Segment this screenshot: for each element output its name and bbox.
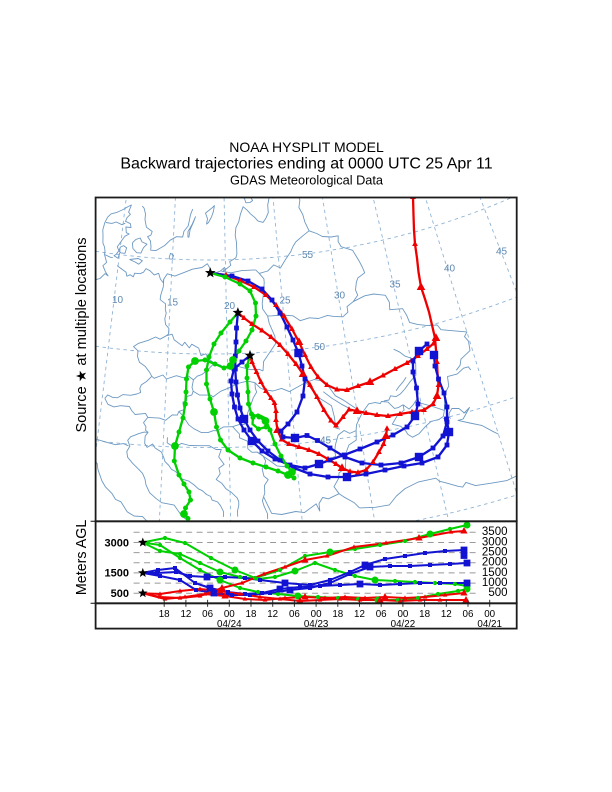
svg-text:Source ★ at multiple locatio: Source ★ at multiple locations (73, 237, 90, 432)
svg-text:15: 15 (167, 298, 179, 309)
svg-text:12: 12 (441, 609, 452, 620)
svg-text:35: 35 (390, 279, 402, 290)
svg-text:04/24: 04/24 (217, 619, 242, 630)
svg-text:2000: 2000 (482, 557, 508, 569)
svg-text:06: 06 (463, 609, 474, 620)
svg-text:06: 06 (202, 609, 213, 620)
svg-text:06: 06 (376, 609, 387, 620)
svg-text:12: 12 (180, 609, 191, 620)
svg-text:06: 06 (289, 609, 300, 620)
svg-text:45: 45 (320, 436, 332, 447)
svg-text:20: 20 (224, 301, 236, 312)
svg-text:10: 10 (112, 295, 124, 306)
svg-text:18: 18 (159, 609, 170, 620)
svg-text:18: 18 (332, 609, 343, 620)
svg-text:00: 00 (484, 609, 495, 620)
svg-text:500: 500 (488, 587, 507, 599)
svg-text:12: 12 (267, 609, 278, 620)
svg-text:12: 12 (354, 609, 365, 620)
svg-text:00: 00 (311, 609, 322, 620)
svg-text:GDAS Meteorological Data: GDAS Meteorological Data (230, 172, 384, 187)
svg-text:18: 18 (246, 609, 257, 620)
svg-text:18: 18 (419, 609, 430, 620)
svg-text:1500: 1500 (482, 567, 508, 579)
svg-text:NOAA HYSPLIT MODEL: NOAA HYSPLIT MODEL (229, 139, 384, 155)
svg-text:04/21: 04/21 (477, 619, 502, 630)
svg-text:00: 00 (397, 609, 408, 620)
svg-text:1500: 1500 (105, 568, 129, 580)
svg-text:1000: 1000 (482, 577, 508, 589)
svg-text:40: 40 (444, 264, 456, 275)
svg-text:00: 00 (224, 609, 235, 620)
svg-text:30: 30 (334, 291, 346, 302)
svg-text:50: 50 (314, 342, 326, 353)
svg-text:3000: 3000 (105, 537, 129, 549)
svg-text:04/22: 04/22 (391, 619, 416, 630)
svg-text:500: 500 (111, 588, 129, 600)
svg-text:3000: 3000 (482, 536, 508, 548)
svg-text:3500: 3500 (482, 526, 508, 538)
svg-text:55: 55 (302, 250, 314, 261)
svg-text:Backward trajectories ending a: Backward trajectories ending at 0000 UTC… (120, 156, 492, 173)
svg-text:45: 45 (496, 246, 508, 257)
svg-text:25: 25 (280, 296, 292, 307)
svg-text:Meters AGL: Meters AGL (74, 520, 90, 596)
svg-text:04/23: 04/23 (304, 619, 329, 630)
svg-text:2500: 2500 (482, 547, 508, 559)
